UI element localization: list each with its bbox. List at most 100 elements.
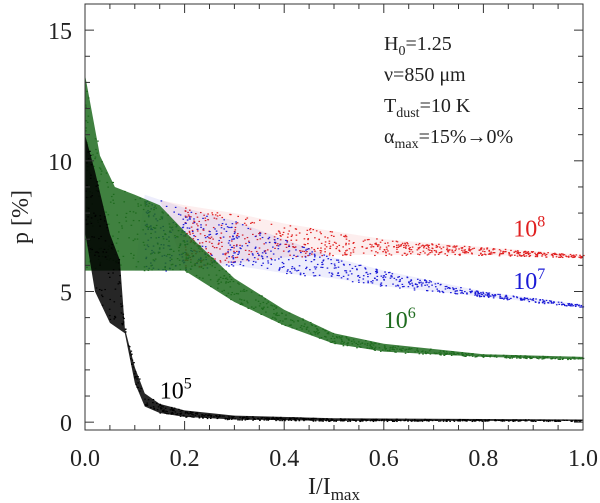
data-point xyxy=(417,420,420,422)
data-point xyxy=(559,256,561,258)
series-layer xyxy=(85,74,585,423)
data-point xyxy=(386,419,388,421)
data-point xyxy=(366,343,369,345)
data-point xyxy=(532,251,535,253)
data-point xyxy=(545,256,547,258)
data-point xyxy=(291,319,294,322)
data-point xyxy=(290,419,293,421)
data-point xyxy=(207,414,210,417)
data-point xyxy=(85,127,88,129)
data-point xyxy=(151,269,153,271)
data-point xyxy=(425,420,428,422)
data-point xyxy=(119,275,121,277)
data-point xyxy=(160,216,163,218)
data-point xyxy=(122,313,125,315)
data-point xyxy=(369,243,371,245)
data-point xyxy=(85,196,88,199)
data-point xyxy=(452,246,455,248)
data-point xyxy=(321,254,323,257)
data-point xyxy=(478,254,480,257)
data-point xyxy=(577,358,580,360)
data-point xyxy=(582,357,585,359)
data-point xyxy=(270,263,272,265)
data-point xyxy=(361,420,363,422)
data-point xyxy=(335,420,337,422)
data-point xyxy=(449,420,451,423)
data-point xyxy=(409,247,411,249)
data-point xyxy=(579,358,582,360)
data-point xyxy=(189,415,192,417)
data-point xyxy=(103,220,106,222)
data-point xyxy=(401,242,404,244)
data-point xyxy=(428,249,431,251)
data-point xyxy=(521,298,523,300)
data-point xyxy=(275,419,277,422)
data-point xyxy=(523,255,526,258)
data-point xyxy=(278,314,280,316)
data-point xyxy=(508,254,511,256)
data-point xyxy=(358,281,360,283)
data-point xyxy=(104,288,106,291)
data-point xyxy=(547,252,549,254)
data-point xyxy=(241,234,244,236)
data-point xyxy=(471,253,473,255)
data-point xyxy=(261,252,264,254)
data-point xyxy=(274,247,276,249)
data-point xyxy=(304,323,306,325)
data-point xyxy=(453,354,455,356)
data-point xyxy=(194,414,197,416)
data-point xyxy=(541,254,544,256)
data-point xyxy=(388,419,390,421)
data-point xyxy=(278,268,281,270)
data-point xyxy=(368,347,371,349)
data-point xyxy=(562,419,564,421)
data-point xyxy=(513,296,515,298)
data-point xyxy=(433,352,436,354)
data-point xyxy=(309,269,311,271)
data-point xyxy=(233,415,235,418)
data-point xyxy=(408,281,410,283)
data-point xyxy=(518,356,521,358)
data-point xyxy=(223,275,225,277)
data-point xyxy=(536,255,539,257)
data-point xyxy=(224,254,227,256)
data-point xyxy=(486,247,489,249)
data-point xyxy=(104,256,107,258)
data-point xyxy=(370,342,373,344)
data-point xyxy=(288,245,291,247)
data-point xyxy=(285,314,287,316)
data-point xyxy=(359,346,362,348)
data-point xyxy=(450,353,453,355)
data-point xyxy=(417,248,420,250)
data-point xyxy=(493,355,496,358)
data-point xyxy=(161,410,164,412)
data-point xyxy=(246,302,249,304)
data-point xyxy=(230,261,233,263)
data-point xyxy=(552,256,554,258)
data-point xyxy=(353,341,356,343)
data-point xyxy=(536,256,539,258)
data-point xyxy=(401,286,404,288)
data-point xyxy=(338,250,341,252)
data-point xyxy=(185,207,187,209)
data-point xyxy=(261,256,264,258)
data-point xyxy=(118,281,121,283)
data-point xyxy=(547,356,549,358)
data-point xyxy=(221,216,224,219)
data-point xyxy=(288,312,291,314)
data-point xyxy=(428,420,430,422)
data-point xyxy=(277,230,280,232)
data-point xyxy=(192,222,194,224)
data-point xyxy=(362,282,365,284)
data-point xyxy=(177,213,180,215)
data-point xyxy=(309,332,312,334)
data-point xyxy=(240,261,242,263)
data-point xyxy=(416,284,418,286)
data-point xyxy=(505,295,508,297)
data-point xyxy=(312,229,315,231)
data-point xyxy=(523,298,525,300)
data-point xyxy=(478,420,481,422)
data-point xyxy=(465,355,468,357)
data-point xyxy=(373,419,376,421)
data-point xyxy=(494,420,497,422)
